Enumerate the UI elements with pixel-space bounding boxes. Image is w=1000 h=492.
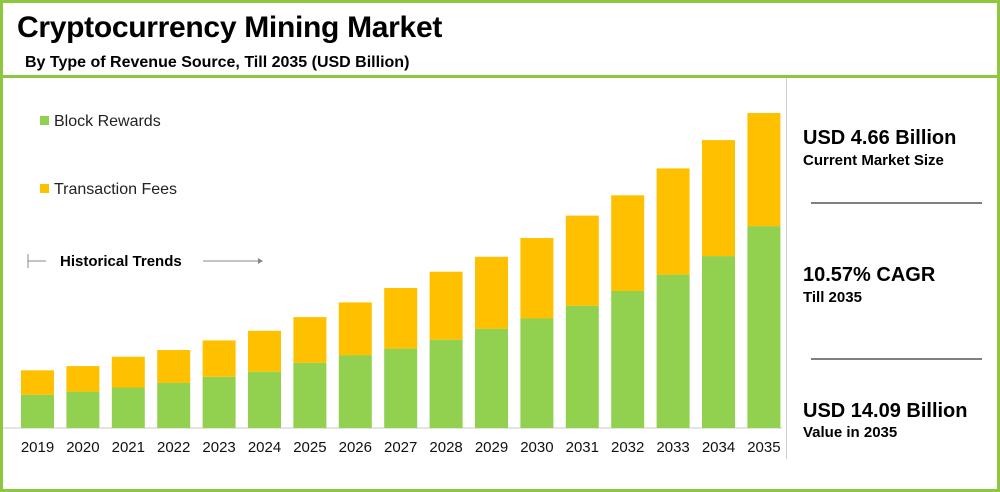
kpi-divider-2	[811, 358, 982, 360]
x-tick-label-2032: 2032	[611, 439, 644, 456]
x-tick-label-2019: 2019	[21, 439, 54, 456]
kpi-cagr-value: 10.57% CAGR	[803, 264, 936, 286]
bar-transaction-fees-2025	[293, 317, 327, 363]
legend-label-transaction-fees: Transaction Fees	[54, 181, 178, 198]
x-tick-label-2021: 2021	[112, 439, 145, 456]
kpi-divider-1	[811, 202, 982, 204]
bar-transaction-fees-2027	[384, 288, 418, 349]
bar-transaction-fees-2029	[475, 256, 508, 329]
bar-block-rewards-2026	[338, 355, 372, 428]
bar-transaction-fees-2035	[747, 113, 781, 227]
kpi-cagr-label: Till 2035	[803, 289, 862, 306]
bar-block-rewards-2022	[157, 382, 191, 428]
bar-transaction-fees-2034	[702, 140, 735, 257]
bar-block-rewards-2025	[293, 362, 327, 428]
bar-block-rewards-2034	[702, 256, 735, 428]
bar-transaction-fees-2020	[66, 366, 100, 392]
bar-block-rewards-2035	[747, 226, 781, 428]
bar-transaction-fees-2023	[202, 340, 236, 377]
bars-group	[21, 113, 781, 428]
bar-transaction-fees-2021	[111, 356, 145, 388]
x-tick-label-2028: 2028	[429, 439, 462, 456]
bar-block-rewards-2023	[202, 376, 236, 428]
x-tick-label-2033: 2033	[656, 439, 689, 456]
x-tick-label-2025: 2025	[293, 439, 326, 456]
x-tick-label-2034: 2034	[702, 439, 735, 456]
kpi-2035-value: USD 14.09 Billion	[803, 400, 968, 422]
x-tick-label-2020: 2020	[66, 439, 99, 456]
bar-block-rewards-2031	[565, 305, 599, 428]
header-divider	[3, 75, 997, 78]
bar-block-rewards-2030	[520, 318, 554, 428]
chart-title: Cryptocurrency Mining Market	[17, 11, 443, 44]
bar-transaction-fees-2024	[248, 330, 281, 372]
historical-trends-arrow	[27, 254, 263, 268]
legend-item-transaction-fees: Transaction Fees	[40, 181, 177, 199]
x-tick-label-2022: 2022	[157, 439, 190, 456]
bar-transaction-fees-2028	[429, 271, 463, 340]
x-tick-label-2031: 2031	[566, 439, 599, 456]
x-tick-label-2029: 2029	[475, 439, 508, 456]
bar-transaction-fees-2032	[611, 195, 645, 291]
bar-block-rewards-2027	[384, 348, 418, 428]
bar-transaction-fees-2030	[520, 238, 554, 319]
x-tick-label-2024: 2024	[248, 439, 281, 456]
bar-block-rewards-2032	[611, 291, 645, 428]
legend-label-block-rewards: Block Rewards	[54, 113, 161, 130]
panel-divider	[786, 78, 787, 459]
x-tick-label-2026: 2026	[339, 439, 372, 456]
bar-block-rewards-2033	[656, 274, 690, 428]
bar-transaction-fees-2022	[157, 350, 191, 383]
kpi-current-value: USD 4.66 Billion	[803, 127, 957, 149]
kpi-2035-label: Value in 2035	[803, 424, 898, 441]
x-tick-label-2027: 2027	[384, 439, 417, 456]
bar-transaction-fees-2033	[656, 168, 690, 275]
bar-block-rewards-2020	[66, 391, 100, 428]
legend-item-block-rewards: Block Rewards	[40, 113, 161, 131]
bar-block-rewards-2019	[21, 394, 54, 428]
x-tick-label-2023: 2023	[202, 439, 235, 456]
x-tick-labels: 2019 2020 2021 2022 2023 2024 2025 2026 2027 2028…	[21, 439, 781, 456]
chart-subtitle: By Type of Revenue Source, Till 2035 (US…	[25, 54, 410, 71]
bar-block-rewards-2024	[248, 371, 281, 428]
historical-trends-label: Historical Trends	[60, 253, 182, 270]
bar-transaction-fees-2026	[338, 302, 372, 356]
bar-transaction-fees-2019	[21, 370, 54, 395]
bar-block-rewards-2028	[429, 339, 463, 428]
kpi-current-label: Current Market Size	[803, 152, 944, 169]
bar-block-rewards-2029	[475, 328, 508, 428]
x-tick-label-2035: 2035	[747, 439, 780, 456]
legend-swatch-block-rewards	[40, 116, 49, 125]
x-tick-label-2030: 2030	[520, 439, 553, 456]
bar-transaction-fees-2031	[565, 215, 599, 306]
legend-swatch-transaction-fees	[40, 184, 49, 193]
bar-block-rewards-2021	[111, 387, 145, 428]
